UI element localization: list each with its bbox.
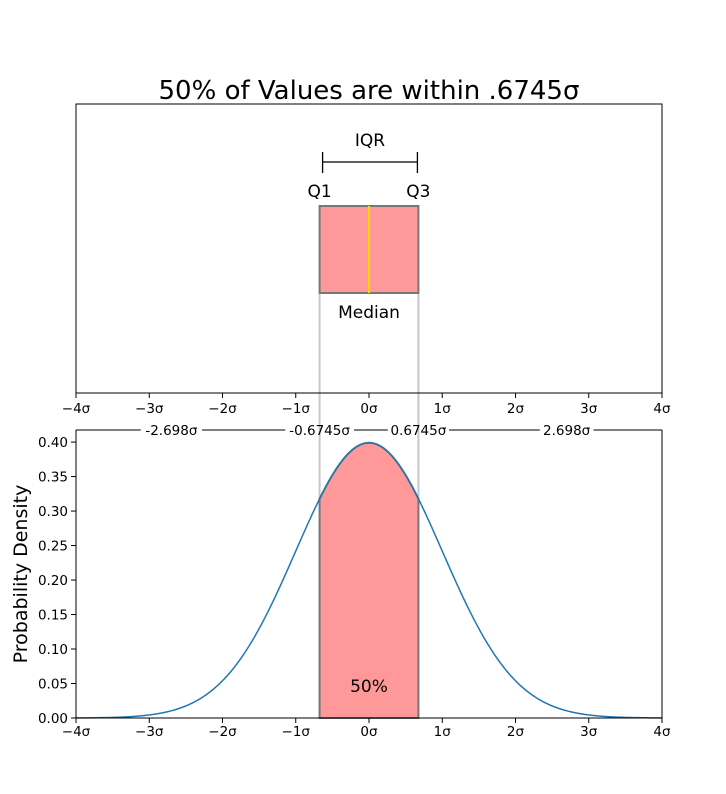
- y-tick-label: 0.10: [38, 642, 68, 658]
- x-tick-label: −1σ: [282, 724, 311, 740]
- x-tick-label: −4σ: [62, 401, 91, 417]
- y-tick-label: 0.35: [38, 470, 68, 486]
- x-tick-label: 0σ: [360, 401, 378, 417]
- top-label: -2.698σ: [145, 423, 198, 439]
- y-tick-label: 0.40: [38, 435, 68, 451]
- x-tick-label: 4σ: [653, 401, 671, 417]
- top-label: 0.6745σ: [391, 423, 447, 439]
- x-tick-label: −1σ: [282, 401, 311, 417]
- x-tick-label: 1σ: [434, 401, 452, 417]
- top-label: 2.698σ: [543, 423, 591, 439]
- x-tick-label: −2σ: [208, 401, 237, 417]
- y-tick-label: 0.15: [38, 608, 68, 624]
- iqr-label: IQR: [355, 131, 385, 151]
- x-tick-label: −2σ: [208, 724, 237, 740]
- density-curve: [75, 442, 663, 719]
- x-tick-label: −3σ: [135, 724, 164, 740]
- y-tick-label: 0.05: [38, 677, 68, 693]
- chart-title: 50% of Values are within .6745σ: [159, 76, 580, 106]
- x-tick-label: 3σ: [580, 724, 598, 740]
- y-tick-label: 0.30: [38, 504, 68, 520]
- x-tick-label: −4σ: [62, 724, 91, 740]
- y-tick-label: 0.25: [38, 539, 68, 555]
- x-tick-label: 2σ: [507, 724, 525, 740]
- x-tick-label: −3σ: [135, 401, 164, 417]
- y-tick-label: 0.00: [38, 711, 68, 727]
- q1-label: Q1: [307, 182, 331, 202]
- median-label: Median: [338, 303, 400, 323]
- x-tick-label: 1σ: [434, 724, 452, 740]
- x-tick-label: 2σ: [507, 401, 525, 417]
- q3-label: Q3: [406, 182, 430, 202]
- y-axis-label: Probability Density: [10, 485, 32, 664]
- y-tick-label: 0.20: [38, 573, 68, 589]
- x-tick-label: 4σ: [653, 724, 671, 740]
- shaded-label: 50%: [350, 677, 388, 697]
- x-tick-label: 3σ: [580, 401, 598, 417]
- top-label: -0.6745σ: [289, 423, 350, 439]
- x-tick-label: 0σ: [360, 724, 378, 740]
